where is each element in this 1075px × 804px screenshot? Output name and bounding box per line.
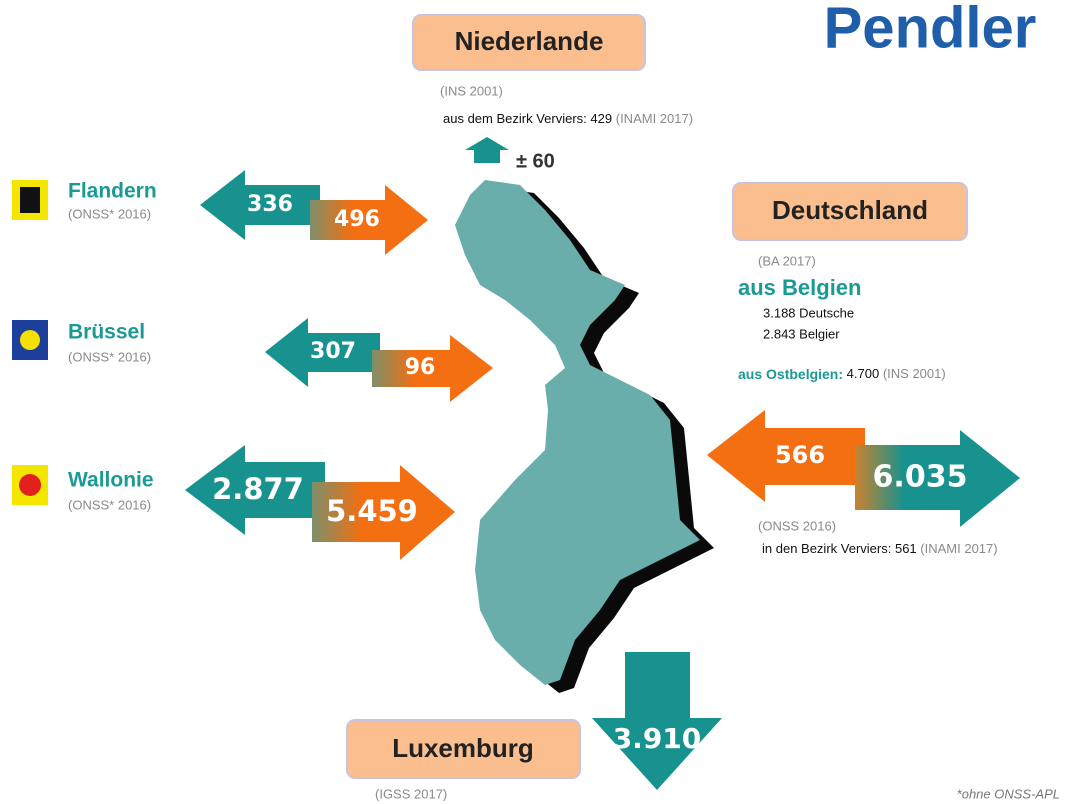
country-label: Luxemburg [392, 733, 534, 763]
note-source: (INS 2001) [883, 366, 946, 381]
country-label: Niederlande [455, 26, 604, 56]
source: (ONSS* 2016) [68, 206, 151, 221]
label-box [732, 182, 968, 241]
note-value: 429 [590, 111, 612, 126]
arrow [200, 170, 320, 240]
arrow-value: 496 [334, 207, 380, 232]
flag [20, 187, 40, 213]
arrow [185, 445, 325, 535]
label-box [412, 14, 646, 71]
note-prefix: aus Ostbelgien: [738, 366, 843, 382]
note-source: (INAMI 2017) [920, 541, 997, 556]
arrow-value: ± 60 [516, 150, 555, 172]
region-name: Wallonie [68, 469, 154, 492]
line: 2.843 Belgier [763, 326, 840, 341]
arrow-value: 336 [247, 192, 293, 217]
note: in den Bezirk Verviers: 561 (INAMI 2017) [762, 541, 998, 556]
arrow-value: 3.910 [613, 722, 702, 755]
note-value: 4.700 [847, 366, 880, 381]
title: Pendler [824, 0, 1037, 60]
arrow [372, 335, 493, 402]
line: 3.188 Deutsche [763, 305, 854, 320]
label-box [346, 719, 581, 779]
country-label: Deutschland [772, 195, 928, 225]
arrow [265, 318, 380, 387]
source: (INS 2001) [440, 83, 503, 98]
arrow-value: 5.459 [326, 494, 418, 528]
arrow-value: 96 [405, 355, 436, 380]
region-name: Brüssel [68, 321, 145, 344]
note: aus Ostbelgien: 4.700 (INS 2001) [738, 366, 946, 382]
source: (IGSS 2017) [375, 786, 447, 801]
arrow [855, 430, 1020, 527]
note-prefix: aus dem Bezirk Verviers: [443, 111, 587, 126]
note-source: (INAMI 2017) [616, 111, 693, 126]
heading: aus Belgien [738, 275, 861, 300]
arrow-value: 307 [310, 339, 356, 364]
flag [19, 474, 41, 496]
note-value: 561 [895, 541, 917, 556]
arrow [310, 185, 428, 255]
note-prefix: in den Bezirk Verviers: [762, 541, 891, 556]
footnote: *ohne ONSS-APL [957, 786, 1060, 801]
arrow-value: 566 [775, 441, 825, 469]
arrow [312, 465, 455, 560]
arrow-value: 2.877 [212, 472, 304, 506]
source: (ONSS 2016) [758, 518, 836, 533]
map [455, 180, 714, 693]
arrow [592, 652, 722, 790]
arrow [465, 137, 509, 163]
arrow-value: 6.035 [873, 460, 968, 495]
arrow [707, 410, 865, 502]
source: (ONSS* 2016) [68, 497, 151, 512]
note: aus dem Bezirk Verviers: 429 (INAMI 2017… [443, 111, 693, 126]
flag [20, 330, 40, 350]
source: (ONSS* 2016) [68, 349, 151, 364]
region-name: Flandern [68, 180, 157, 203]
source: (BA 2017) [758, 253, 816, 268]
